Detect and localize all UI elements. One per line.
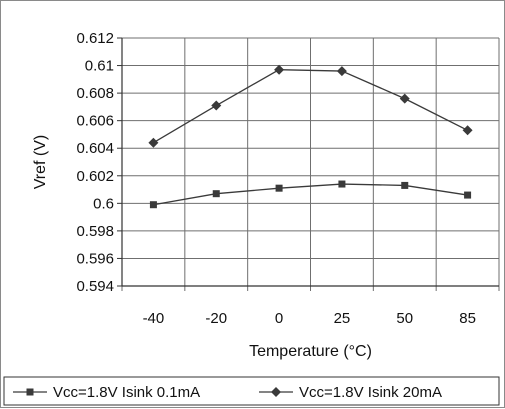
grid-lines	[121, 37, 500, 291]
y-tick-label: 0.612	[76, 30, 114, 47]
legend-label: Vcc=1.8V Isink 0.1mA	[53, 384, 200, 401]
data-point-square	[464, 191, 472, 199]
y-tick-label: 0.6	[93, 195, 114, 212]
x-tick-labels: -40 -20 0 25 50 85	[143, 310, 476, 327]
y-tick-label: 0.594	[76, 278, 114, 295]
x-tick-label: 50	[396, 310, 413, 327]
y-tick-label: 0.604	[76, 140, 114, 157]
series-line	[153, 69, 468, 144]
data-point-square	[401, 181, 409, 189]
y-tick-label: 0.61	[85, 58, 114, 75]
y-tick-labels: 0.594 0.596 0.598 0.6 0.602 0.604 0.606 0.608 0.…	[76, 30, 114, 295]
y-tick-label: 0.596	[76, 250, 114, 267]
data-point-diamond	[274, 64, 285, 75]
y-axis-title: Vref (V)	[32, 135, 49, 190]
series-line	[153, 183, 468, 206]
data-point-diamond	[211, 100, 222, 111]
data-point-square	[26, 388, 34, 396]
y-tick-label: 0.606	[76, 113, 114, 130]
axes	[117, 37, 499, 287]
data-point-diamond	[148, 137, 159, 148]
legend-item-1: Vcc=1.8V Isink 0.1mA	[13, 384, 200, 401]
series-1	[149, 180, 472, 209]
x-tick-label: 0	[275, 310, 283, 327]
data-point-square	[275, 184, 283, 192]
series-layer	[148, 64, 473, 209]
data-point-square	[149, 201, 157, 209]
x-axis-title: Temperature (°C)	[249, 343, 372, 360]
y-tick-label: 0.608	[76, 85, 114, 102]
x-tick-label: 25	[334, 310, 351, 327]
data-point-diamond	[399, 93, 410, 104]
data-point-diamond	[271, 387, 281, 397]
legend-box	[3, 376, 500, 406]
legend-item-2: Vcc=1.8V Isink 20mA	[259, 384, 442, 401]
data-point-square	[212, 190, 220, 198]
x-tick-label: 85	[459, 310, 476, 327]
legend-label: Vcc=1.8V Isink 20mA	[299, 384, 442, 401]
series-2	[148, 64, 473, 148]
x-tick-label: -20	[205, 310, 227, 327]
data-point-diamond	[336, 66, 347, 77]
data-point-square	[338, 180, 346, 188]
x-tick-label: -40	[143, 310, 165, 327]
legend: Vcc=1.8V Isink 0.1mA Vcc=1.8V Isink 20mA	[3, 376, 500, 406]
y-tick-label: 0.598	[76, 223, 114, 240]
data-point-diamond	[462, 125, 473, 136]
y-tick-label: 0.602	[76, 168, 114, 185]
